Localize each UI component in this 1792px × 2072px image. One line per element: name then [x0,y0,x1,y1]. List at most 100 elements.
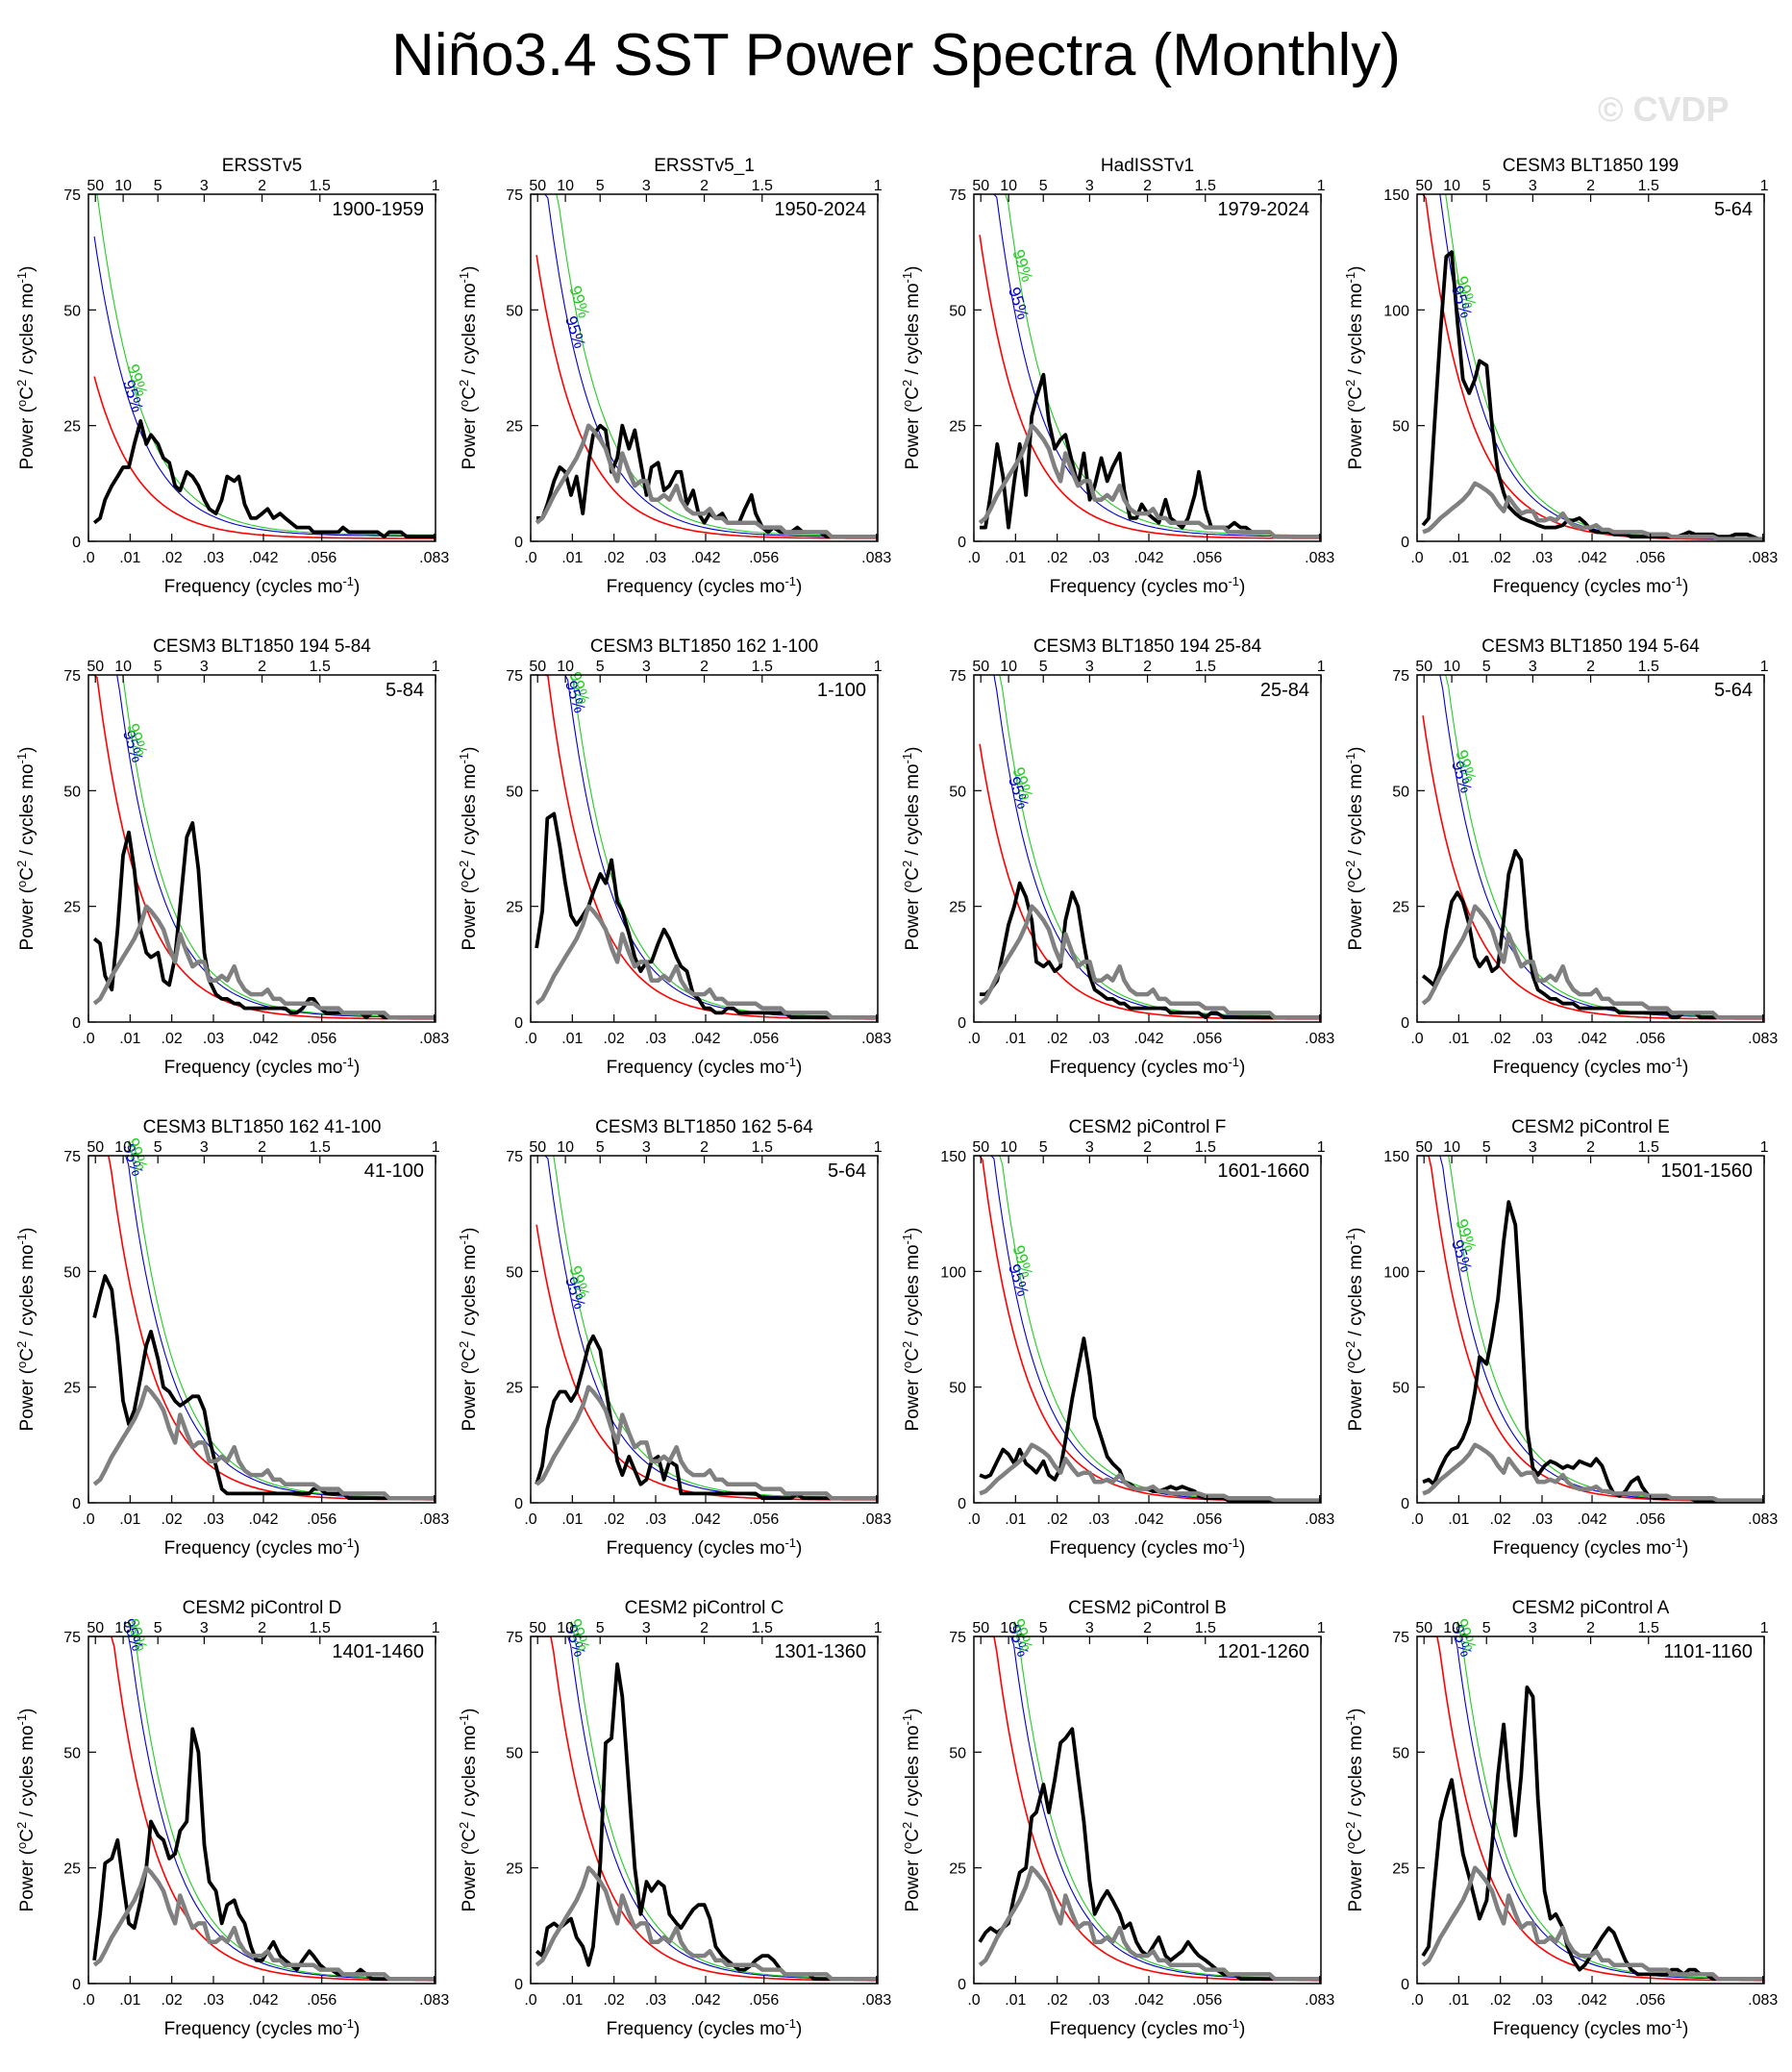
x-axis-label: Frequency (cycles mo-1) [164,2016,361,2039]
confidence-95-line [93,236,436,537]
x-tick-label: .02 [604,1511,625,1528]
period-label: 1950-2024 [774,199,866,220]
panel-title: CESM2 piControl E [1511,1117,1670,1137]
x-tick-label: .01 [1448,1992,1469,2009]
period-tick-label: 5 [596,178,605,194]
x-tick-label: .02 [1047,1992,1068,2009]
y-tick-label: 0 [72,1015,81,1032]
period-tick-label: 1 [1760,1620,1769,1636]
spectrum-line [980,881,1321,1020]
x-tick-label: .02 [162,1511,183,1528]
y-tick-label: 50 [1392,419,1409,436]
confidence-99-line [94,1156,436,1499]
period-tick-label: 50 [529,1139,546,1156]
y-tick-label: 50 [1392,1381,1409,1397]
period-tick-label: 5 [1039,178,1048,194]
period-tick-label: 3 [200,178,209,194]
y-tick-label: 0 [72,1496,81,1512]
x-tick-label: .03 [203,550,224,566]
y-tick-label: 50 [63,1264,81,1281]
confidence-99-line [536,194,878,537]
y-tick-label: 50 [949,1745,966,1761]
y-tick-label: 50 [949,1381,966,1397]
period-tick-label: 50 [87,1139,104,1156]
period-tick-label: 50 [1415,1139,1432,1156]
curves [92,194,436,539]
period-tick-label: 2 [1586,1139,1595,1156]
confidence-99-line [94,675,436,1018]
period-label: 1101-1160 [1663,1641,1753,1662]
spectrum-line [1421,849,1764,1020]
panel-title: CESM3 BLT1850 162 1-100 [590,637,818,657]
y-tick-label: 0 [1401,535,1409,551]
x-tick-label: .042 [690,550,720,566]
spectrum-line [979,1336,1321,1503]
confidence-99-line [980,194,1321,537]
x-tick-label: .042 [1133,1992,1163,2009]
period-tick-label: 2 [700,659,709,675]
x-tick-label: .083 [419,1511,449,1528]
page-title: Niño3.4 SST Power Spectra (Monthly) [391,22,1401,88]
confidence-95-line [1423,675,1764,1018]
period-label: 5-64 [828,1161,866,1182]
period-tick-label: 10 [557,1620,574,1636]
x-axis-label: Frequency (cycles mo-1) [607,2016,803,2039]
period-tick-label: 2 [258,1620,266,1636]
red-noise-line [94,1156,436,1501]
period-label: 5-84 [386,680,424,701]
period-tick-label: 10 [557,1139,574,1156]
period-tick-label: 1 [874,1620,883,1636]
x-tick-label: .056 [307,1511,336,1528]
reference-spectrum-line [535,1865,878,1982]
period-tick-label: 2 [258,1139,266,1156]
period-tick-label: 5 [1039,1139,1048,1156]
x-tick-label: .03 [645,1992,666,2009]
period-tick-label: 5 [154,1620,162,1636]
spectrum-line [535,811,878,1020]
curves [92,675,436,1020]
spectrum-panel: CESM2 piControl C1301-136095%99%.0.01.02… [457,1598,891,2039]
period-tick-label: 50 [87,178,104,194]
y-tick-label: 25 [949,900,966,916]
x-axis-label: Frequency (cycles mo-1) [1493,2016,1689,2039]
y-tick-label: 50 [63,303,81,319]
period-tick-label: 1.5 [752,1139,773,1156]
panel-title: CESM2 piControl D [183,1598,342,1618]
y-tick-label: 75 [949,668,966,685]
x-tick-label: .056 [749,1992,779,2009]
spectrum-line [92,1727,436,1982]
x-tick-label: .083 [861,1511,891,1528]
x-tick-label: .083 [1305,1031,1334,1047]
red-noise-line [93,376,436,539]
period-tick-label: 10 [1000,178,1017,194]
x-tick-label: .01 [119,550,140,566]
x-tick-label: .01 [1448,550,1469,566]
reference-spectrum-line [92,904,436,1020]
red-noise-line [980,1636,1321,1982]
x-tick-label: .01 [1448,1031,1469,1047]
x-tick-label: .01 [1005,1511,1026,1528]
period-tick-label: 10 [1000,1620,1017,1636]
x-tick-label: .02 [604,1031,625,1047]
curves [978,194,1321,539]
period-tick-label: 2 [1586,1620,1595,1636]
period-tick-label: 1 [1317,1620,1326,1636]
curves [535,675,878,1020]
y-tick-label: 25 [63,1381,81,1397]
y-tick-label: 0 [72,1977,81,1993]
x-tick-label: .083 [1305,1992,1334,2009]
y-tick-label: 0 [958,1977,966,1993]
y-tick-label: 0 [958,535,966,551]
x-tick-label: .03 [1088,550,1109,566]
x-tick-label: .056 [1635,1031,1665,1047]
confidence-95-line [94,1636,436,1981]
period-tick-label: 5 [154,178,162,194]
curves [1422,1156,1764,1503]
reference-spectrum-line [535,904,878,1020]
period-label: 1-100 [817,680,866,701]
period-tick-label: 1.5 [752,178,773,194]
y-tick-label: 0 [1401,1977,1409,1993]
y-tick-label: 25 [506,900,523,916]
x-tick-label: .042 [248,1031,278,1047]
period-tick-label: 3 [642,1620,651,1636]
